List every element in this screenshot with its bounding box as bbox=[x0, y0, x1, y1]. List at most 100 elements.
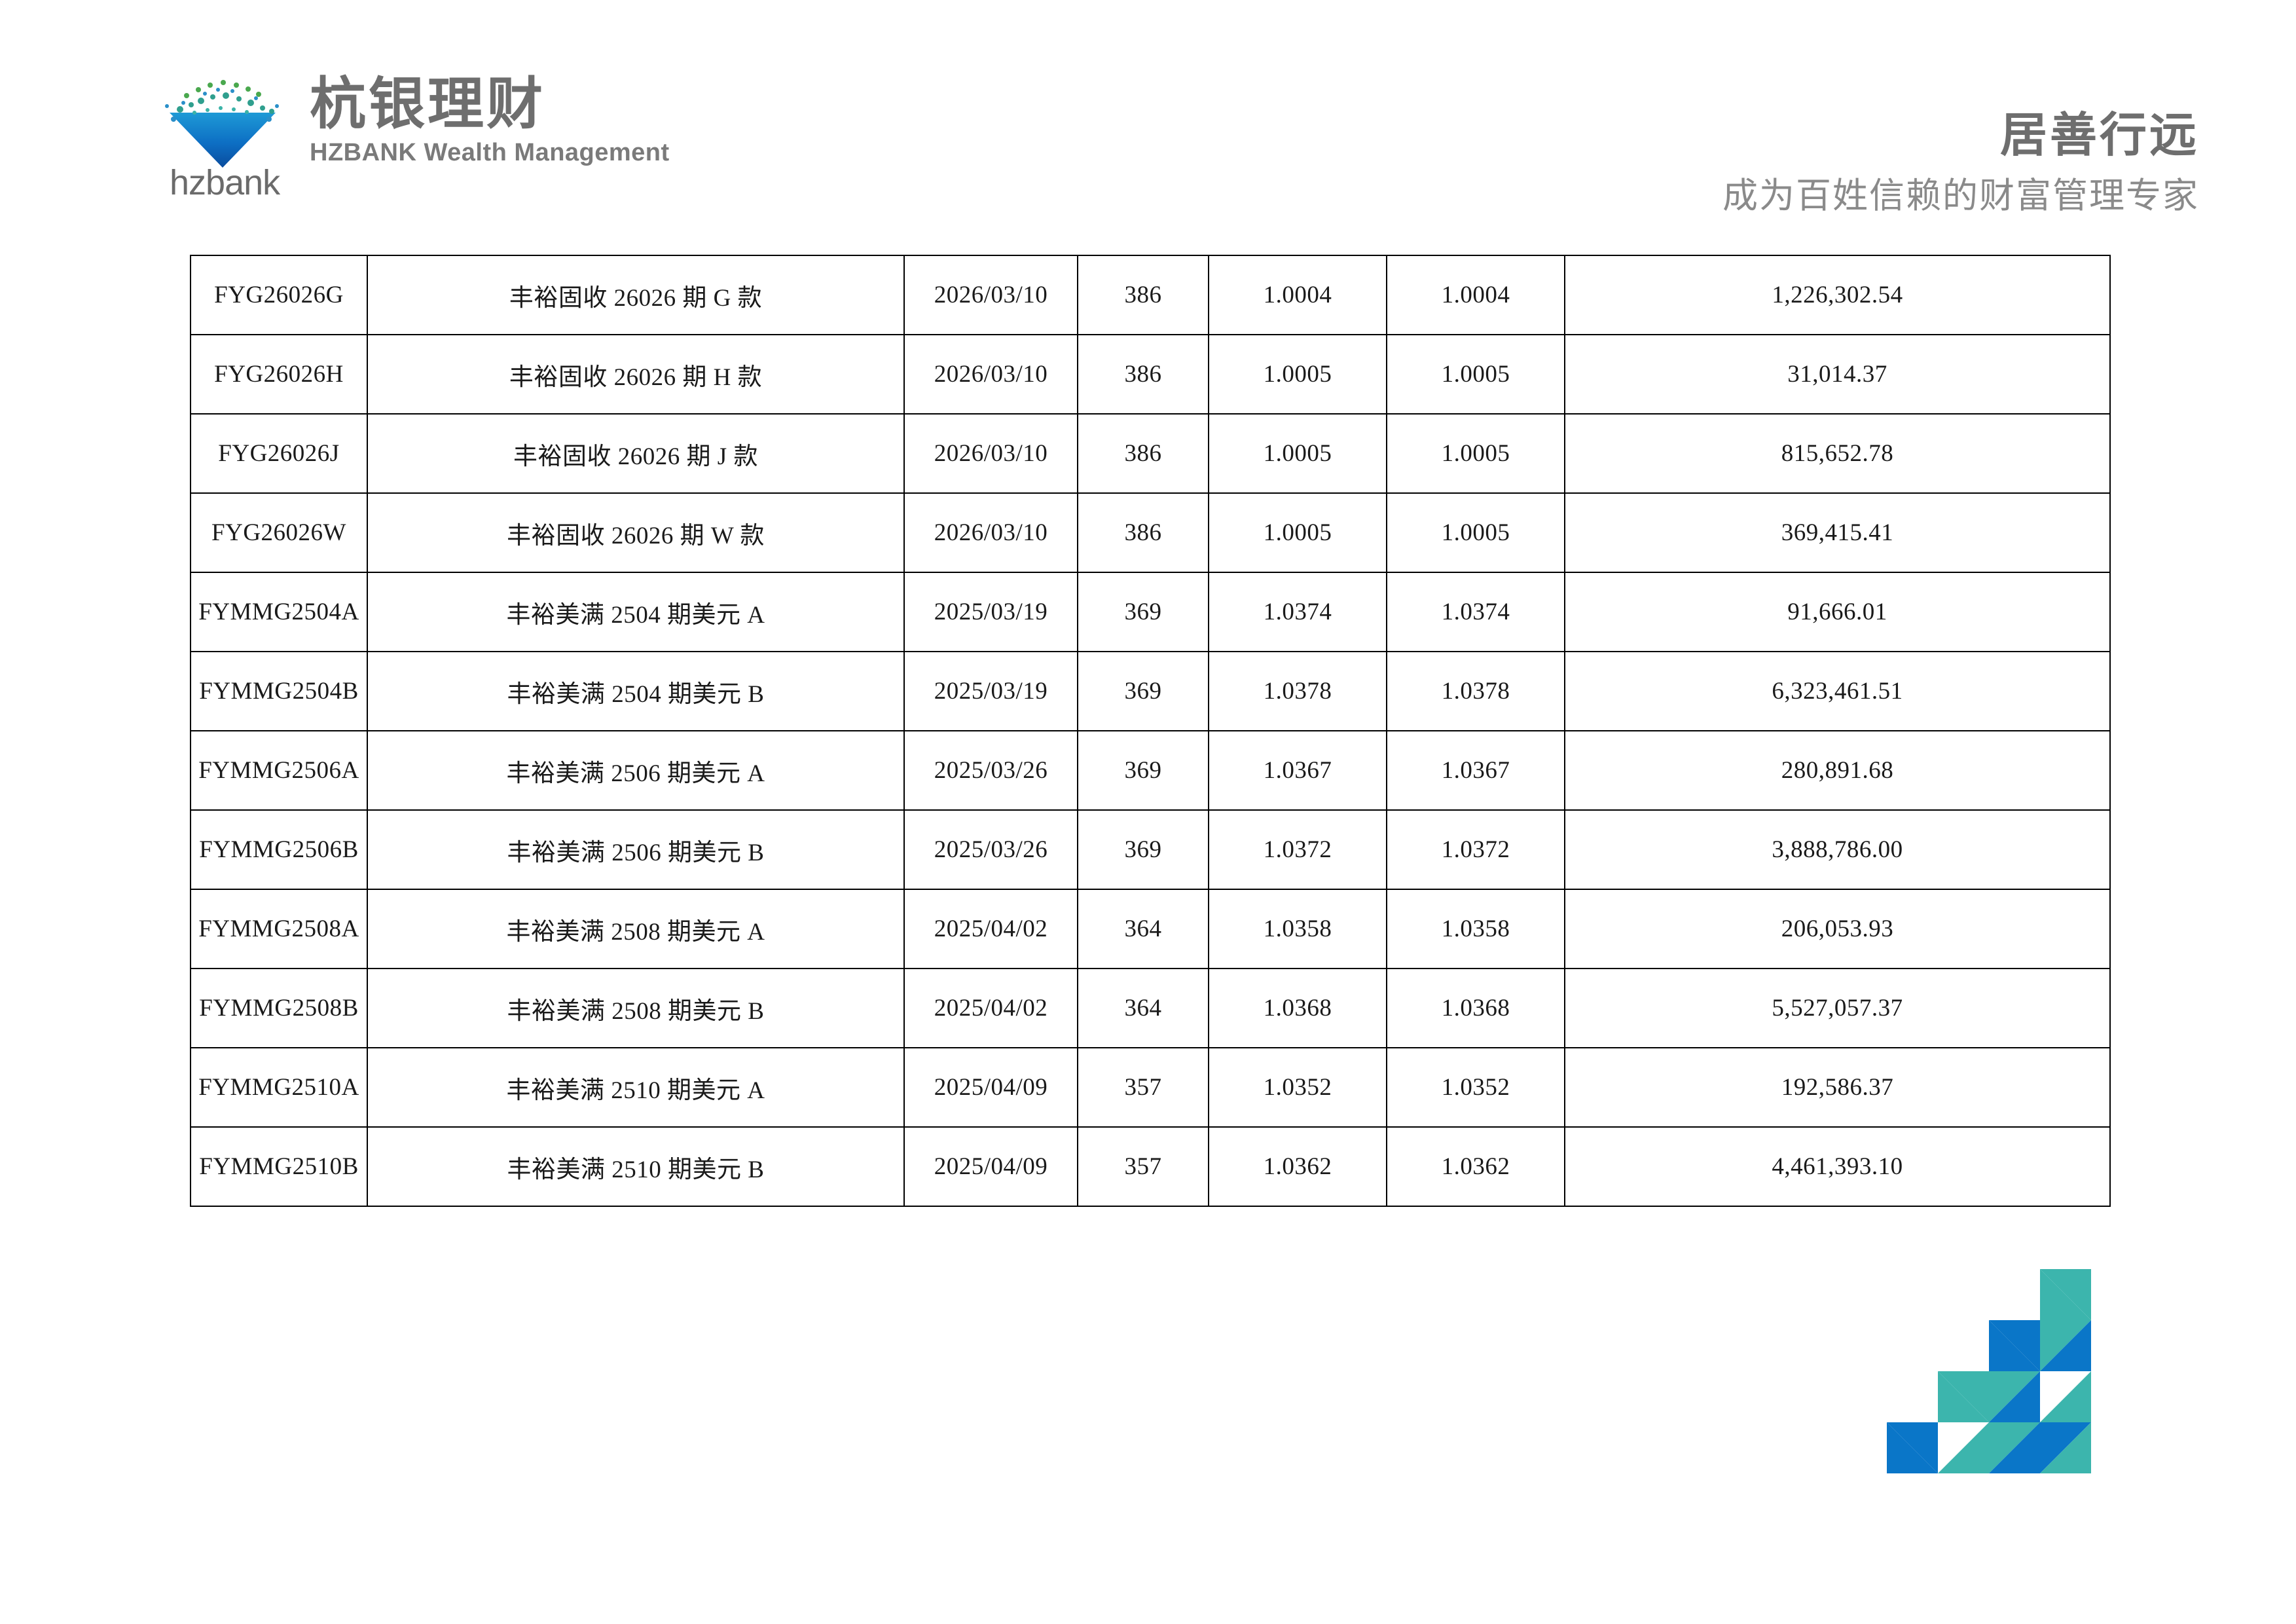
table-row: FYMMG2508B 丰裕美满 2508 期美元 B 2025/04/02 36… bbox=[190, 968, 2111, 1048]
cell-product-code: FYG26026J bbox=[190, 413, 368, 494]
cell-amount: 31,014.37 bbox=[1564, 334, 2111, 415]
slogan-sub: 成为百姓信赖的财富管理专家 bbox=[1722, 175, 2199, 215]
cell-product-code: FYG26026H bbox=[190, 334, 368, 415]
cell-product-name: 丰裕固收 26026 期 W 款 bbox=[367, 492, 905, 573]
cell-product-name: 丰裕固收 26026 期 J 款 bbox=[367, 413, 905, 494]
cell-cumulative-nav: 1.0368 bbox=[1386, 968, 1565, 1048]
cell-product-code: FYMMG2504A bbox=[190, 572, 368, 652]
cell-unit-nav: 1.0005 bbox=[1208, 492, 1387, 573]
cell-days: 386 bbox=[1077, 492, 1209, 573]
table-row: FYG26026H 丰裕固收 26026 期 H 款 2026/03/10 38… bbox=[190, 334, 2111, 415]
table-row: FYMMG2506B 丰裕美满 2506 期美元 B 2025/03/26 36… bbox=[190, 809, 2111, 890]
cell-unit-nav: 1.0362 bbox=[1208, 1126, 1387, 1207]
cell-product-code: FYMMG2510B bbox=[190, 1126, 368, 1207]
cell-days: 386 bbox=[1077, 413, 1209, 494]
cell-amount: 815,652.78 bbox=[1564, 413, 2111, 494]
cell-product-code: FYMMG2510A bbox=[190, 1047, 368, 1128]
cell-product-name: 丰裕固收 26026 期 H 款 bbox=[367, 334, 905, 415]
brand-name-cn: 杭银理财 bbox=[310, 73, 545, 136]
cell-date: 2025/04/02 bbox=[903, 889, 1078, 969]
slogan-block: 居善行远 成为百姓信赖的财富管理专家 bbox=[1722, 111, 2199, 218]
cell-date: 2025/03/19 bbox=[903, 651, 1078, 731]
cell-product-name: 丰裕美满 2508 期美元 A bbox=[367, 889, 905, 969]
cell-cumulative-nav: 1.0367 bbox=[1386, 730, 1565, 811]
cell-product-name: 丰裕美满 2510 期美元 A bbox=[367, 1047, 905, 1128]
cell-unit-nav: 1.0352 bbox=[1208, 1047, 1387, 1128]
cell-cumulative-nav: 1.0374 bbox=[1386, 572, 1565, 652]
cell-cumulative-nav: 1.0372 bbox=[1386, 809, 1565, 890]
cell-product-name: 丰裕美满 2504 期美元 A bbox=[367, 572, 905, 652]
table-row: FYMMG2504A 丰裕美满 2504 期美元 A 2025/03/19 36… bbox=[190, 572, 2111, 652]
cell-amount: 5,527,057.37 bbox=[1564, 968, 2111, 1048]
cell-days: 364 bbox=[1077, 889, 1209, 969]
cell-days: 369 bbox=[1077, 651, 1209, 731]
cell-product-name: 丰裕美满 2506 期美元 A bbox=[367, 730, 905, 811]
cell-date: 2025/03/19 bbox=[903, 572, 1078, 652]
brand-text-block: 杭银理财 HZBANK Wealth Management bbox=[310, 72, 670, 167]
cell-days: 386 bbox=[1077, 255, 1209, 335]
cell-cumulative-nav: 1.0362 bbox=[1386, 1126, 1565, 1207]
slogan-main: 居善行远 bbox=[1999, 109, 2199, 162]
cell-days: 357 bbox=[1077, 1126, 1209, 1207]
cell-product-name: 丰裕美满 2508 期美元 B bbox=[367, 968, 905, 1048]
cell-cumulative-nav: 1.0005 bbox=[1386, 413, 1565, 494]
cell-date: 2025/04/09 bbox=[903, 1126, 1078, 1207]
cell-unit-nav: 1.0367 bbox=[1208, 730, 1387, 811]
table-row: FYMMG2508A 丰裕美满 2508 期美元 A 2025/04/02 36… bbox=[190, 889, 2111, 969]
cell-date: 2025/03/26 bbox=[903, 730, 1078, 811]
cell-cumulative-nav: 1.0005 bbox=[1386, 492, 1565, 573]
cell-days: 369 bbox=[1077, 730, 1209, 811]
cell-cumulative-nav: 1.0004 bbox=[1386, 255, 1565, 335]
product-table-wrapper: FYG26026G 丰裕固收 26026 期 G 款 2026/03/10 38… bbox=[190, 255, 2111, 1207]
cell-cumulative-nav: 1.0352 bbox=[1386, 1047, 1565, 1128]
cell-unit-nav: 1.0378 bbox=[1208, 651, 1387, 731]
cell-date: 2025/03/26 bbox=[903, 809, 1078, 890]
cell-product-name: 丰裕美满 2510 期美元 B bbox=[367, 1126, 905, 1207]
product-nav-table: FYG26026G 丰裕固收 26026 期 G 款 2026/03/10 38… bbox=[190, 255, 2111, 1207]
table-row: FYG26026J 丰裕固收 26026 期 J 款 2026/03/10 38… bbox=[190, 413, 2111, 494]
page-header: hzbank 杭银理财 HZBANK Wealth Management 居善行… bbox=[0, 0, 2296, 242]
cell-cumulative-nav: 1.0378 bbox=[1386, 651, 1565, 731]
cell-product-code: FYMMG2506B bbox=[190, 809, 368, 890]
cell-unit-nav: 1.0374 bbox=[1208, 572, 1387, 652]
table-row: FYG26026W 丰裕固收 26026 期 W 款 2026/03/10 38… bbox=[190, 492, 2111, 573]
cell-product-name: 丰裕美满 2506 期美元 B bbox=[367, 809, 905, 890]
cell-amount: 1,226,302.54 bbox=[1564, 255, 2111, 335]
cell-unit-nav: 1.0372 bbox=[1208, 809, 1387, 890]
cell-product-code: FYMMG2508A bbox=[190, 889, 368, 969]
cell-date: 2025/04/02 bbox=[903, 968, 1078, 1048]
cell-unit-nav: 1.0368 bbox=[1208, 968, 1387, 1048]
cell-product-name: 丰裕固收 26026 期 G 款 bbox=[367, 255, 905, 335]
cell-date: 2026/03/10 bbox=[903, 334, 1078, 415]
cell-amount: 206,053.93 bbox=[1564, 889, 2111, 969]
cell-days: 369 bbox=[1077, 809, 1209, 890]
cell-cumulative-nav: 1.0005 bbox=[1386, 334, 1565, 415]
cell-product-code: FYG26026G bbox=[190, 255, 368, 335]
cell-amount: 6,323,461.51 bbox=[1564, 651, 2111, 731]
cell-amount: 4,461,393.10 bbox=[1564, 1126, 2111, 1207]
cell-date: 2026/03/10 bbox=[903, 413, 1078, 494]
cell-date: 2026/03/10 bbox=[903, 492, 1078, 573]
cell-amount: 192,586.37 bbox=[1564, 1047, 2111, 1128]
cell-product-code: FYG26026W bbox=[190, 492, 368, 573]
cell-cumulative-nav: 1.0358 bbox=[1386, 889, 1565, 969]
table-row: FYMMG2510B 丰裕美满 2510 期美元 B 2025/04/09 35… bbox=[190, 1126, 2111, 1207]
table-row: FYMMG2504B 丰裕美满 2504 期美元 B 2025/03/19 36… bbox=[190, 651, 2111, 731]
cell-unit-nav: 1.0004 bbox=[1208, 255, 1387, 335]
cell-days: 364 bbox=[1077, 968, 1209, 1048]
cell-amount: 369,415.41 bbox=[1564, 492, 2111, 573]
hzbank-diamond-icon bbox=[165, 80, 279, 168]
cell-product-name: 丰裕美满 2504 期美元 B bbox=[367, 651, 905, 731]
cell-unit-nav: 1.0005 bbox=[1208, 413, 1387, 494]
cell-product-code: FYMMG2504B bbox=[190, 651, 368, 731]
cell-product-code: FYMMG2506A bbox=[190, 730, 368, 811]
hzbank-wordmark: hzbank bbox=[170, 163, 280, 202]
cell-amount: 3,888,786.00 bbox=[1564, 809, 2111, 890]
product-table-body: FYG26026G 丰裕固收 26026 期 G 款 2026/03/10 38… bbox=[190, 255, 2111, 1207]
cell-product-code: FYMMG2508B bbox=[190, 968, 368, 1048]
cell-unit-nav: 1.0005 bbox=[1208, 334, 1387, 415]
cell-days: 357 bbox=[1077, 1047, 1209, 1128]
cell-unit-nav: 1.0358 bbox=[1208, 889, 1387, 969]
cell-date: 2026/03/10 bbox=[903, 255, 1078, 335]
brand-name-en: HZBANK Wealth Management bbox=[310, 138, 670, 166]
